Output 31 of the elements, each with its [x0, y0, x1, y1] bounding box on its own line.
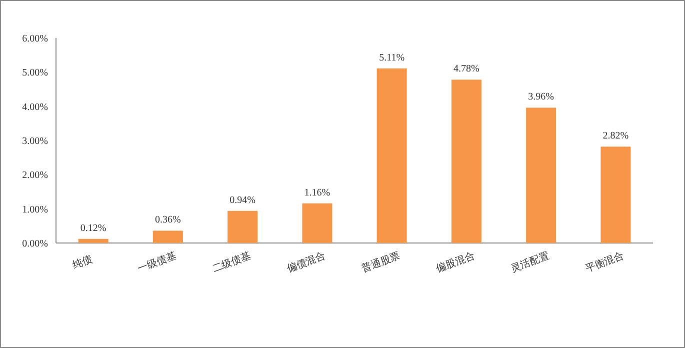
data-label: 0.94% [230, 194, 256, 206]
y-tick-label: 5.00% [22, 68, 48, 79]
data-label: 5.11% [379, 52, 405, 64]
x-tick-label: 二级债基 [210, 250, 252, 275]
y-tick-label: 2.00% [22, 170, 48, 182]
x-tick-label: 偏债混合 [285, 250, 328, 275]
bar [302, 203, 332, 243]
x-tick-label: 灵活配置 [509, 250, 551, 275]
bar [526, 108, 556, 243]
data-label: 2.82% [602, 130, 629, 142]
y-tick-label: 6.00% [22, 34, 48, 44]
x-tick-label: 纯债 [70, 253, 94, 272]
data-label: 0.36% [155, 214, 181, 226]
y-tick-label: 0.00% [22, 238, 48, 250]
y-tick-label: 1.00% [22, 204, 48, 216]
bar [228, 210, 258, 243]
data-label: 4.78% [454, 64, 480, 75]
x-tick-label: 一级债基 [136, 250, 178, 275]
data-label: 0.12% [80, 222, 106, 234]
x-tick-label: 普通股票 [360, 250, 402, 275]
data-label: 3.96% [528, 92, 554, 103]
y-tick-label: 3.00% [22, 136, 48, 147]
x-tick-label: 平衡混合 [584, 250, 626, 275]
y-tick-label: 4.00% [22, 102, 48, 113]
bar [376, 68, 407, 243]
bar [152, 230, 183, 243]
bar [78, 238, 108, 243]
bar [600, 146, 631, 243]
data-label: 1.16% [304, 187, 330, 198]
bar [451, 80, 482, 243]
x-tick-label: 偏股混合 [434, 250, 476, 275]
